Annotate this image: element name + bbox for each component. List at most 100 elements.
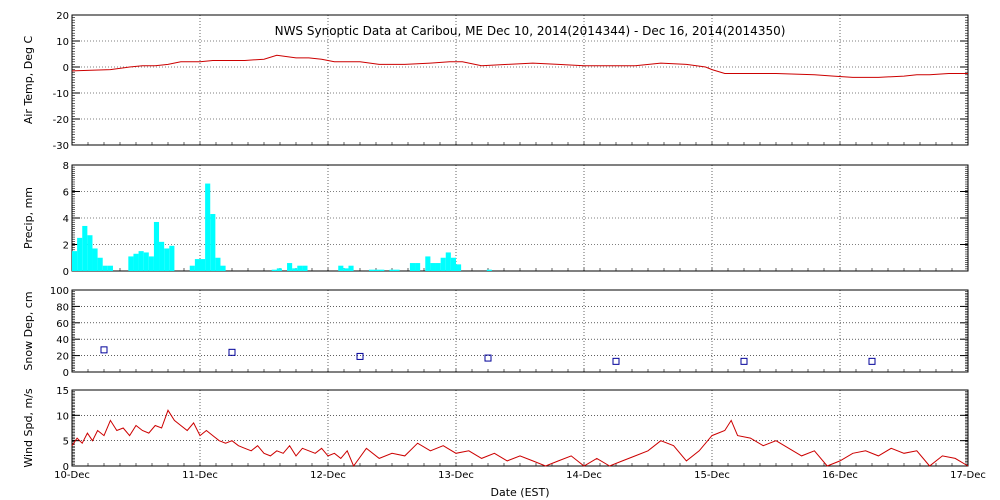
precip-bar (368, 269, 375, 271)
snow-depth-point (740, 357, 748, 365)
precip-bar (415, 263, 421, 271)
precip-bar (287, 263, 293, 271)
precip-bar (133, 253, 139, 271)
precip-bar (205, 183, 211, 271)
panel-1: 0 2 4 6 8 Precip, mm (22, 161, 969, 278)
x-axis-title: Date (EST) (490, 486, 549, 499)
precip-bar (189, 265, 195, 271)
precip-bar (194, 259, 200, 271)
precip-bar (87, 235, 93, 271)
panel-3: 0 5 10 15 Wind Spd, m/s (22, 386, 969, 473)
x-tick-label: 15-Dec (694, 470, 730, 481)
y-tick-label: 0 (63, 462, 69, 473)
y-tick-label: -20 (53, 115, 69, 126)
x-tick-label: 12-Dec (310, 470, 346, 481)
snow-depth-point (868, 357, 876, 365)
precip-bar (348, 265, 354, 271)
precip-bar (164, 248, 170, 271)
precip-bar (338, 265, 344, 271)
y-tick-label: -10 (53, 89, 69, 100)
precip-bar (77, 237, 83, 271)
y-tick-label: 100 (50, 286, 69, 297)
precip-bar (210, 214, 216, 271)
panels-group: -30 -20 -10 0 10 20 Air Temp, Deg C 0 2 4 6 8 Precip… (22, 11, 986, 481)
precip-bar (102, 265, 108, 271)
snow-depth-point (356, 352, 364, 360)
y-tick-label: 40 (56, 335, 69, 346)
x-tick-label: 13-Dec (438, 470, 474, 481)
y-tick-label: 2 (63, 241, 69, 252)
y-tick-label: 80 (56, 302, 69, 313)
y-tick-label: 6 (63, 188, 69, 199)
y-tick-label: 15 (56, 386, 69, 397)
snow-depth-point (612, 357, 620, 365)
precip-bar (409, 263, 416, 271)
snow-depth-point (484, 354, 492, 362)
precip-bar (271, 269, 277, 271)
plot-frame (71, 289, 969, 373)
precip-bar (220, 265, 226, 271)
precip-bar (389, 269, 395, 271)
y-axis-title: Wind Spd, m/s (22, 388, 35, 468)
precip-bar (138, 251, 144, 271)
series-line (71, 409, 969, 468)
precip-bar (435, 263, 441, 271)
y-tick-label: -30 (53, 141, 69, 152)
snow-depth-point (228, 348, 236, 356)
precip-bar (430, 263, 436, 271)
y-tick-label: 20 (56, 352, 69, 363)
precip-bar (143, 252, 149, 271)
x-tick-label: 14-Dec (566, 470, 602, 481)
panel-0: -30 -20 -10 0 10 20 Air Temp, Deg C (22, 11, 969, 152)
precip-bar (379, 269, 385, 271)
precip-bar (486, 269, 492, 271)
precip-bar (169, 245, 175, 271)
precip-bar (445, 252, 451, 271)
chart-title: NWS Synoptic Data at Caribou, ME Dec 10,… (275, 24, 786, 38)
x-tick-label: 11-Dec (182, 470, 218, 481)
y-axis-title: Snow Dep, cm (22, 291, 35, 370)
precip-bar (148, 256, 154, 271)
precip-bar (276, 268, 282, 271)
precip-bar (450, 257, 456, 271)
x-tick-label: 10-Dec (54, 470, 90, 481)
y-tick-label: 8 (63, 161, 69, 172)
y-axis-title: Precip, mm (22, 187, 35, 249)
y-tick-label: 0 (63, 368, 69, 379)
precip-bar (292, 268, 298, 271)
precip-bar (302, 265, 308, 271)
precip-bar (128, 256, 134, 271)
precip-bar (92, 248, 98, 271)
snow-depth-point (100, 346, 108, 354)
precip-bar (153, 221, 160, 271)
y-tick-label: 10 (56, 411, 69, 422)
y-tick-label: 0 (63, 267, 69, 278)
x-tick-label: 16-Dec (822, 470, 858, 481)
precip-bar (82, 225, 88, 271)
precip-bar (374, 269, 380, 271)
precip-bar (440, 257, 446, 271)
y-tick-label: 60 (56, 319, 69, 330)
x-tick-label: 17-Dec (950, 470, 986, 481)
precip-bar (456, 264, 462, 271)
precip-bar (97, 257, 103, 271)
y-tick-label: 10 (56, 37, 69, 48)
precip-bar (107, 265, 113, 271)
y-tick-label: 4 (63, 214, 69, 225)
panel-2: 0 20 40 60 80 100 Snow Dep, cm (22, 286, 969, 379)
precip-bar (215, 257, 221, 271)
series-line (71, 54, 968, 78)
precip-bar (200, 259, 206, 271)
precip-bar (394, 269, 400, 271)
y-tick-label: 5 (63, 437, 69, 448)
y-tick-label: 0 (63, 63, 69, 74)
precip-bar (297, 265, 303, 271)
y-tick-label: 20 (56, 11, 69, 22)
precip-bar (425, 256, 431, 271)
y-axis-title: Air Temp, Deg C (22, 36, 35, 125)
precip-bar (343, 268, 349, 271)
precip-bar (72, 251, 78, 271)
precip-bar (159, 241, 165, 271)
plot-frame (71, 389, 969, 467)
